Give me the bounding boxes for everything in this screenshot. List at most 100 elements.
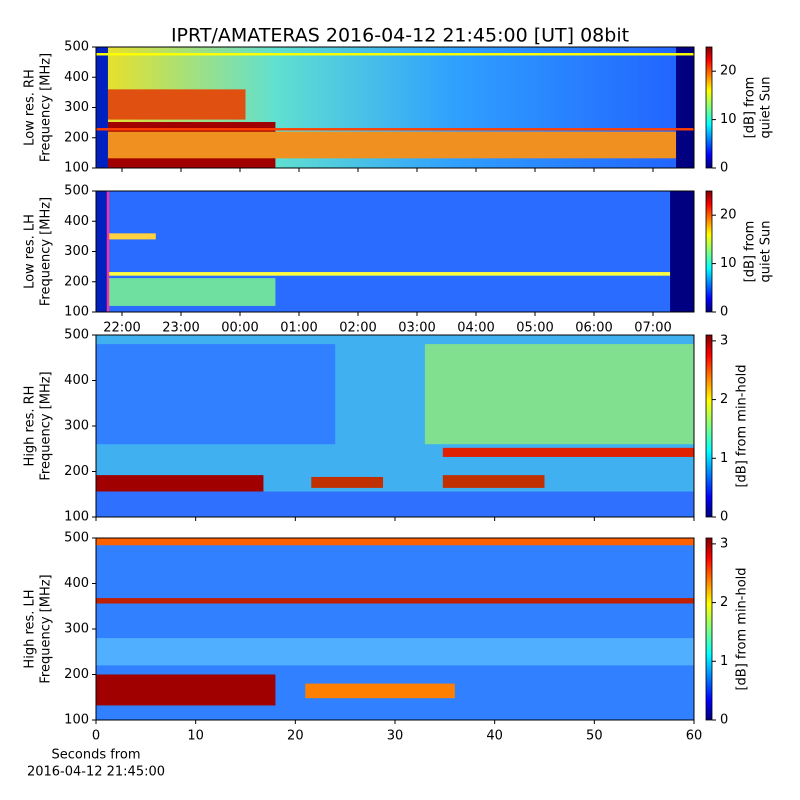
y-tick-label: 300 bbox=[64, 244, 89, 259]
x-tick-label: 22:00 bbox=[103, 321, 140, 336]
x-tick-label: 01:00 bbox=[280, 321, 317, 336]
y-tick-label: 500 bbox=[64, 184, 89, 199]
spectrogram-texture bbox=[96, 638, 694, 666]
spectrogram-texture bbox=[96, 278, 276, 306]
chart-title: IPRT/AMATERAS 2016-04-12 21:45:00 [UT] 0… bbox=[171, 25, 629, 47]
colorbar-label: [dB] from min-hold bbox=[735, 364, 750, 487]
y-tick-label: 200 bbox=[64, 274, 89, 289]
spectrogram-texture bbox=[676, 47, 694, 168]
colorbar bbox=[705, 537, 713, 721]
colorbar-tick-label: 2 bbox=[720, 392, 728, 407]
x-tick-label: 02:00 bbox=[339, 321, 376, 336]
y-tick-label: 200 bbox=[64, 464, 89, 479]
y-axis-label: Frequency [MHz] bbox=[39, 371, 54, 480]
y-axis-label: Low res. LH bbox=[23, 214, 38, 289]
y-tick-label: 300 bbox=[64, 100, 89, 115]
y-axis-label: Frequency [MHz] bbox=[39, 53, 54, 162]
spectrogram-texture bbox=[107, 89, 246, 120]
y-tick-label: 200 bbox=[64, 130, 89, 145]
y-tick-label: 100 bbox=[64, 713, 89, 728]
y-tick-label: 500 bbox=[64, 531, 89, 546]
colorbar-label: quiet Sun bbox=[759, 220, 774, 282]
x-tick-label: 60 bbox=[686, 729, 703, 744]
y-tick-label: 400 bbox=[64, 373, 89, 388]
x-tick-label: 05:00 bbox=[516, 321, 553, 336]
spectrogram-texture bbox=[670, 191, 694, 312]
colorbar-tick-label: 2 bbox=[720, 595, 728, 610]
x-tick-label: 04:00 bbox=[457, 321, 494, 336]
spectrogram-texture bbox=[96, 674, 276, 706]
x-tick-label: 03:00 bbox=[398, 321, 435, 336]
colorbar-tick-label: 10 bbox=[720, 112, 737, 127]
x-tick-label: 00:00 bbox=[221, 321, 258, 336]
y-axis-label: Frequency [MHz] bbox=[39, 574, 54, 683]
x-tick-label: 07:00 bbox=[634, 321, 671, 336]
colorbar-tick-label: 3 bbox=[720, 333, 728, 348]
y-tick-label: 500 bbox=[64, 328, 89, 343]
spectrogram-texture bbox=[96, 47, 108, 168]
colorbar bbox=[705, 46, 713, 169]
colorbar-tick-label: 3 bbox=[720, 536, 728, 551]
x-tick-label: 20 bbox=[287, 729, 304, 744]
x-tick-label: 23:00 bbox=[162, 321, 199, 336]
spectrogram-texture bbox=[96, 272, 694, 276]
y-tick-label: 400 bbox=[64, 70, 89, 85]
panel: 100 200 300 400 500 High res. RH Frequency [MH… bbox=[23, 328, 750, 525]
y-tick-label: 400 bbox=[64, 214, 89, 229]
spectrogram-texture bbox=[442, 447, 694, 457]
y-tick-label: 500 bbox=[64, 40, 89, 55]
spectrogram-texture bbox=[424, 344, 694, 445]
y-axis-label: High res. RH bbox=[23, 386, 38, 467]
panel: 100 200 300 400 500 High res. LH Frequency [MH… bbox=[23, 531, 750, 728]
x-tick-label: 0 bbox=[92, 729, 100, 744]
spectrogram-texture bbox=[96, 491, 694, 517]
colorbar-label: [dB] from bbox=[743, 221, 758, 283]
colorbar-tick-label: 10 bbox=[720, 256, 737, 271]
y-tick-label: 400 bbox=[64, 576, 89, 591]
spectrogram-texture bbox=[96, 128, 694, 131]
spectrogram-texture bbox=[96, 538, 694, 546]
colorbar bbox=[705, 190, 713, 313]
spectrogram-texture bbox=[106, 191, 110, 312]
spectrogram-texture bbox=[305, 683, 455, 699]
spectrogram-texture bbox=[311, 476, 384, 488]
spectrogram-texture bbox=[96, 191, 108, 312]
colorbar-tick-label: 1 bbox=[720, 451, 728, 466]
spectrogram-texture bbox=[107, 131, 683, 159]
y-axis-label: Frequency [MHz] bbox=[39, 197, 54, 306]
colorbar-tick-label: 0 bbox=[720, 510, 728, 525]
colorbar-tick-label: 0 bbox=[720, 713, 728, 728]
colorbar-tick-label: 0 bbox=[720, 305, 728, 320]
x-axis-label: Seconds from bbox=[51, 748, 140, 763]
spectrogram-texture bbox=[96, 598, 694, 604]
spectrogram-texture bbox=[96, 344, 336, 445]
y-tick-label: 200 bbox=[64, 667, 89, 682]
y-tick-label: 300 bbox=[64, 419, 89, 434]
spectrogram-texture bbox=[442, 475, 545, 488]
colorbar-label: quiet Sun bbox=[759, 76, 774, 138]
colorbar-label: [dB] from bbox=[743, 77, 758, 139]
y-tick-label: 100 bbox=[64, 510, 89, 525]
colorbar-tick-label: 20 bbox=[720, 64, 737, 79]
colorbar-tick-label: 1 bbox=[720, 654, 728, 669]
y-axis-label: High res. LH bbox=[23, 589, 38, 668]
x-tick-label: 10 bbox=[187, 729, 204, 744]
colorbar-tick-label: 20 bbox=[720, 208, 737, 223]
x-tick-label: 40 bbox=[486, 729, 503, 744]
x-tick-label: 06:00 bbox=[575, 321, 612, 336]
colorbar-label: [dB] from min-hold bbox=[735, 567, 750, 690]
spectrogram-texture bbox=[96, 53, 694, 56]
spectrogram-texture bbox=[96, 233, 156, 240]
y-axis-label: Low res. RH bbox=[23, 69, 38, 146]
colorbar-tick-label: 0 bbox=[720, 161, 728, 176]
colorbar bbox=[705, 334, 713, 518]
x-axis-label: 2016-04-12 21:45:00 bbox=[27, 765, 165, 780]
spectrogram-texture bbox=[96, 475, 264, 492]
x-tick-label: 30 bbox=[387, 729, 404, 744]
y-tick-label: 100 bbox=[64, 305, 89, 320]
x-tick-label: 50 bbox=[586, 729, 603, 744]
y-tick-label: 100 bbox=[64, 161, 89, 176]
